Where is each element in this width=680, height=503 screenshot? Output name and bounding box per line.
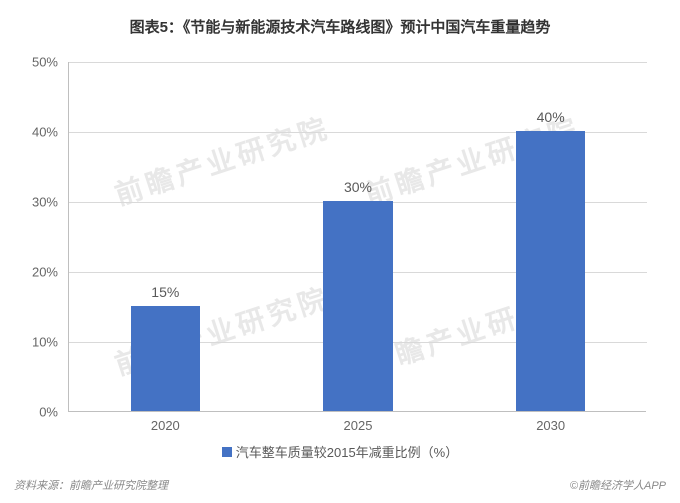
gridline	[69, 62, 647, 63]
legend-swatch	[222, 447, 232, 457]
x-axis-tick-label: 2030	[536, 418, 565, 433]
bar: 40%	[516, 131, 585, 411]
x-axis-tick-label: 2020	[151, 418, 180, 433]
y-axis-tick-label: 40%	[0, 125, 58, 140]
bar-value-label: 40%	[516, 109, 585, 125]
y-axis-tick-label: 0%	[0, 405, 58, 420]
y-axis-tick-label: 30%	[0, 195, 58, 210]
bar-value-label: 15%	[131, 284, 200, 300]
y-axis-tick-label: 10%	[0, 335, 58, 350]
chart-area: 0%10%20%30%40%50%15%202030%202540%2030	[68, 62, 646, 412]
bar: 15%	[131, 306, 200, 411]
y-axis-tick-label: 50%	[0, 55, 58, 70]
bar: 30%	[323, 201, 392, 411]
y-axis-tick-label: 20%	[0, 265, 58, 280]
chart-title: 图表5：《节能与新能源技术汽车路线图》预计中国汽车重量趋势	[0, 0, 680, 47]
footer-copyright: ©前瞻经济学人APP	[570, 477, 666, 493]
x-axis-tick-label: 2025	[344, 418, 373, 433]
footer-source: 资料来源：前瞻产业研究院整理	[14, 480, 168, 492]
legend-text: 汽车整车质量较2015年减重比例（%）	[236, 445, 458, 460]
footer: 资料来源：前瞻产业研究院整理 ©前瞻经济学人APP	[14, 477, 666, 493]
legend: 汽车整车质量较2015年减重比例（%）	[0, 442, 680, 461]
plot-region: 0%10%20%30%40%50%15%202030%202540%2030	[68, 62, 646, 412]
bar-value-label: 30%	[323, 179, 392, 195]
chart-container: 图表5：《节能与新能源技术汽车路线图》预计中国汽车重量趋势 前瞻产业研究院前瞻产…	[0, 0, 680, 503]
